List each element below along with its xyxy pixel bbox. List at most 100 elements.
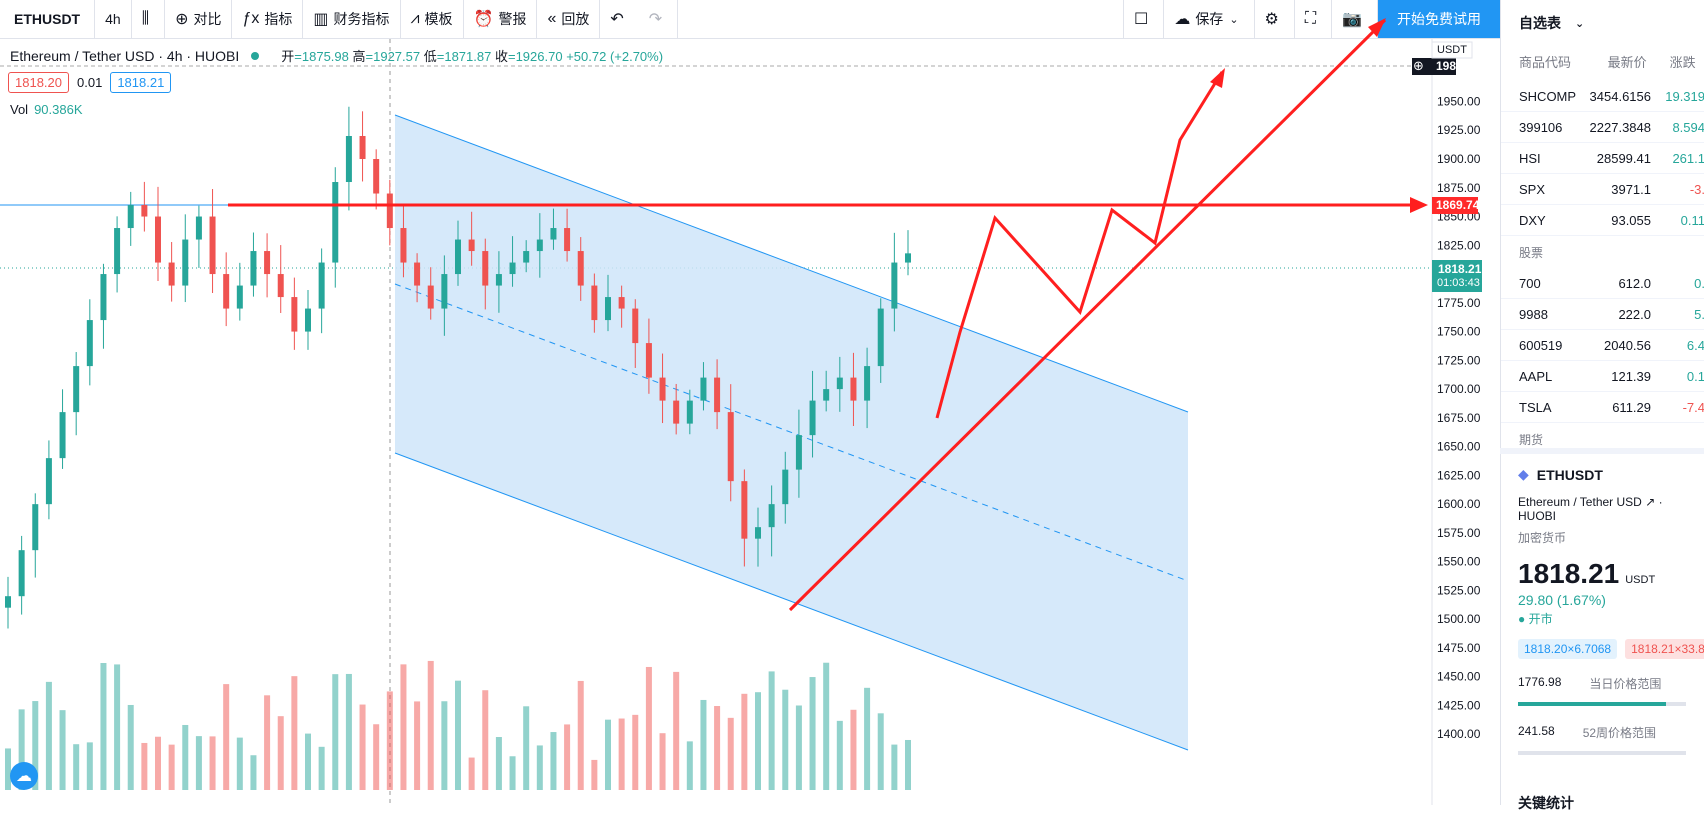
candle-body bbox=[509, 262, 516, 275]
watchlist-row[interactable]: 600519 2040.56 6.4 bbox=[1501, 330, 1704, 361]
watchlist-row[interactable]: DXY 93.055 0.11 bbox=[1501, 205, 1704, 236]
sell-button[interactable]: 1818.20 bbox=[8, 72, 69, 93]
tradingview-logo[interactable]: ☁ bbox=[10, 762, 38, 790]
financials-button[interactable]: ▥ 财务指标 bbox=[303, 0, 401, 38]
watchlist-panel: 自选表 ⌄ 商品代码 最新价 涨跌 SHCOMP 3454.6156 19.319 39… bbox=[1500, 0, 1704, 805]
low-label: 低 bbox=[423, 49, 437, 64]
watchlist-title[interactable]: 自选表 ⌄ bbox=[1501, 0, 1704, 46]
detail-bid-ask: 1818.20×6.7068 1818.21×33.8 bbox=[1500, 627, 1704, 671]
volume-bar bbox=[195, 736, 202, 790]
row-last: 3971.1 bbox=[1611, 181, 1651, 197]
section-futures[interactable]: 期货 bbox=[1519, 433, 1544, 447]
volume-bar bbox=[45, 681, 52, 790]
price-tick-label: 1900.00 bbox=[1437, 152, 1481, 166]
section-stocks[interactable]: 股票 bbox=[1519, 246, 1544, 260]
save-label: 保存 bbox=[1195, 11, 1224, 27]
buy-button[interactable]: 1818.21 bbox=[110, 72, 172, 93]
red-annotations[interactable] bbox=[228, 18, 1428, 612]
watchlist-row[interactable]: 9988 222.0 5. bbox=[1501, 299, 1704, 330]
camera-icon: 📷 bbox=[1342, 11, 1362, 28]
price-tick-label: 1400.00 bbox=[1437, 727, 1481, 741]
col-last[interactable]: 最新价 bbox=[1607, 55, 1647, 70]
candle-body bbox=[114, 228, 121, 275]
volume-bar bbox=[836, 720, 843, 790]
volume-bar bbox=[5, 748, 11, 790]
volume-bar bbox=[850, 709, 857, 790]
interval-selector[interactable]: 4h bbox=[95, 0, 132, 38]
week52-label: 52周价格范围 bbox=[1582, 726, 1657, 740]
detail-ask[interactable]: 1818.21×33.8 bbox=[1625, 639, 1704, 659]
channel-lower-line[interactable] bbox=[394, 452, 1189, 751]
watchlist-row[interactable]: SPX 3971.1 -3. bbox=[1501, 174, 1704, 205]
volume-bar bbox=[891, 744, 898, 790]
alert-button[interactable]: ⏰ 警报 bbox=[464, 0, 538, 38]
price-tick-label: 1525.00 bbox=[1437, 583, 1481, 597]
price-axis-ticks[interactable]: 1950.001925.001900.001875.001850.001825.… bbox=[1437, 94, 1481, 741]
detail-symbol[interactable]: ◆ ETHUSDT bbox=[1500, 454, 1704, 495]
watchlist-row[interactable]: 399106 2227.3848 8.594 bbox=[1501, 112, 1704, 143]
fullscreen-button[interactable]: ⛶ bbox=[1295, 0, 1333, 38]
volume-bar bbox=[155, 736, 161, 790]
financials-label: 财务指标 bbox=[333, 11, 390, 27]
row-last: 2040.56 bbox=[1604, 337, 1651, 353]
indicators-button[interactable]: ƒx 指标 bbox=[232, 0, 304, 38]
projection-arrowhead bbox=[1210, 68, 1225, 88]
external-link-icon[interactable]: ↗ bbox=[1645, 495, 1656, 509]
volume-bar bbox=[864, 687, 871, 790]
row-last: 121.39 bbox=[1611, 368, 1651, 384]
symbol-search[interactable]: ETHUSDT bbox=[0, 0, 96, 38]
add-level-icon[interactable]: ⊕ bbox=[1413, 58, 1424, 73]
layout-button[interactable]: ☐ bbox=[1122, 0, 1165, 38]
candle-body bbox=[18, 550, 25, 597]
candlesticks[interactable] bbox=[5, 106, 911, 629]
replay-label: 回放 bbox=[561, 11, 590, 27]
countdown-label: 01:03:43 bbox=[1437, 277, 1480, 289]
start-trial-button[interactable]: 开始免费试用 bbox=[1378, 0, 1500, 38]
templates-button[interactable]: ⩘ 模板 bbox=[401, 0, 464, 38]
save-button[interactable]: ☁ 保存 ⌄ bbox=[1164, 0, 1255, 38]
detail-bid[interactable]: 1818.20×6.7068 bbox=[1518, 639, 1618, 659]
channel-mid-line[interactable] bbox=[394, 283, 1189, 582]
col-change[interactable]: 涨跌 bbox=[1669, 55, 1696, 70]
chevron-down-icon: ⌄ bbox=[1575, 17, 1585, 30]
volume-bar bbox=[482, 690, 489, 790]
watchlist-row[interactable]: SHCOMP 3454.6156 19.319 bbox=[1501, 81, 1704, 112]
price-tick-label: 1925.00 bbox=[1437, 123, 1481, 137]
settings-button[interactable]: ⚙ bbox=[1255, 0, 1295, 38]
redo-button[interactable]: ↷ bbox=[639, 0, 679, 38]
cloud-icon: ☁ bbox=[1174, 11, 1191, 28]
detail-price-value: 1818.21 bbox=[1518, 558, 1620, 589]
watchlist-row[interactable]: TSLA 611.29 -7.4 bbox=[1501, 392, 1704, 423]
row-last: 612.0 bbox=[1618, 275, 1651, 291]
undo-button[interactable]: ↶ bbox=[600, 0, 638, 38]
currency-label[interactable]: USDT bbox=[1437, 44, 1467, 56]
bid-ask: 1818.20 0.01 1818.21 bbox=[8, 72, 172, 93]
watchlist-row[interactable]: HSI 28599.41 261.1 bbox=[1501, 143, 1704, 174]
row-symbol: AAPL bbox=[1519, 368, 1553, 384]
replay-button[interactable]: «回放 bbox=[537, 0, 601, 38]
screenshot-button[interactable]: 📷 bbox=[1332, 0, 1378, 38]
price-chart[interactable]: 1950.001925.001900.001875.001850.001825.… bbox=[0, 0, 1500, 805]
volume-bar bbox=[577, 680, 584, 790]
parallel-channel-fill[interactable] bbox=[395, 115, 1188, 750]
price-tick-label: 1700.00 bbox=[1437, 382, 1481, 396]
projection-zigzag[interactable] bbox=[935, 71, 1224, 419]
open-label: 开 bbox=[281, 49, 295, 64]
chart-type-button[interactable]: ⫼ bbox=[132, 0, 166, 38]
candle-body bbox=[850, 377, 857, 401]
col-symbol[interactable]: 商品代码 bbox=[1519, 55, 1572, 70]
volume-bar bbox=[114, 664, 121, 790]
row-change: 5. bbox=[1694, 306, 1704, 322]
compare-button[interactable]: ⊕ 对比 bbox=[165, 0, 233, 38]
candle-body bbox=[264, 251, 271, 275]
cloud-logo-icon: ☁ bbox=[16, 768, 32, 785]
row-change: 261.1 bbox=[1672, 150, 1704, 166]
watchlist-row[interactable]: AAPL 121.39 0.1 bbox=[1501, 361, 1704, 392]
series-title[interactable]: Ethereum / Tether USD · 4h · HUOBI bbox=[10, 47, 240, 64]
market-status-dot bbox=[251, 51, 260, 60]
watchlist-row[interactable]: 700 612.0 0. bbox=[1501, 268, 1704, 299]
candle-body bbox=[714, 377, 721, 413]
channel-upper-line[interactable] bbox=[394, 114, 1189, 413]
trend-arrow-line[interactable] bbox=[788, 18, 1387, 612]
candle-body bbox=[195, 216, 202, 240]
